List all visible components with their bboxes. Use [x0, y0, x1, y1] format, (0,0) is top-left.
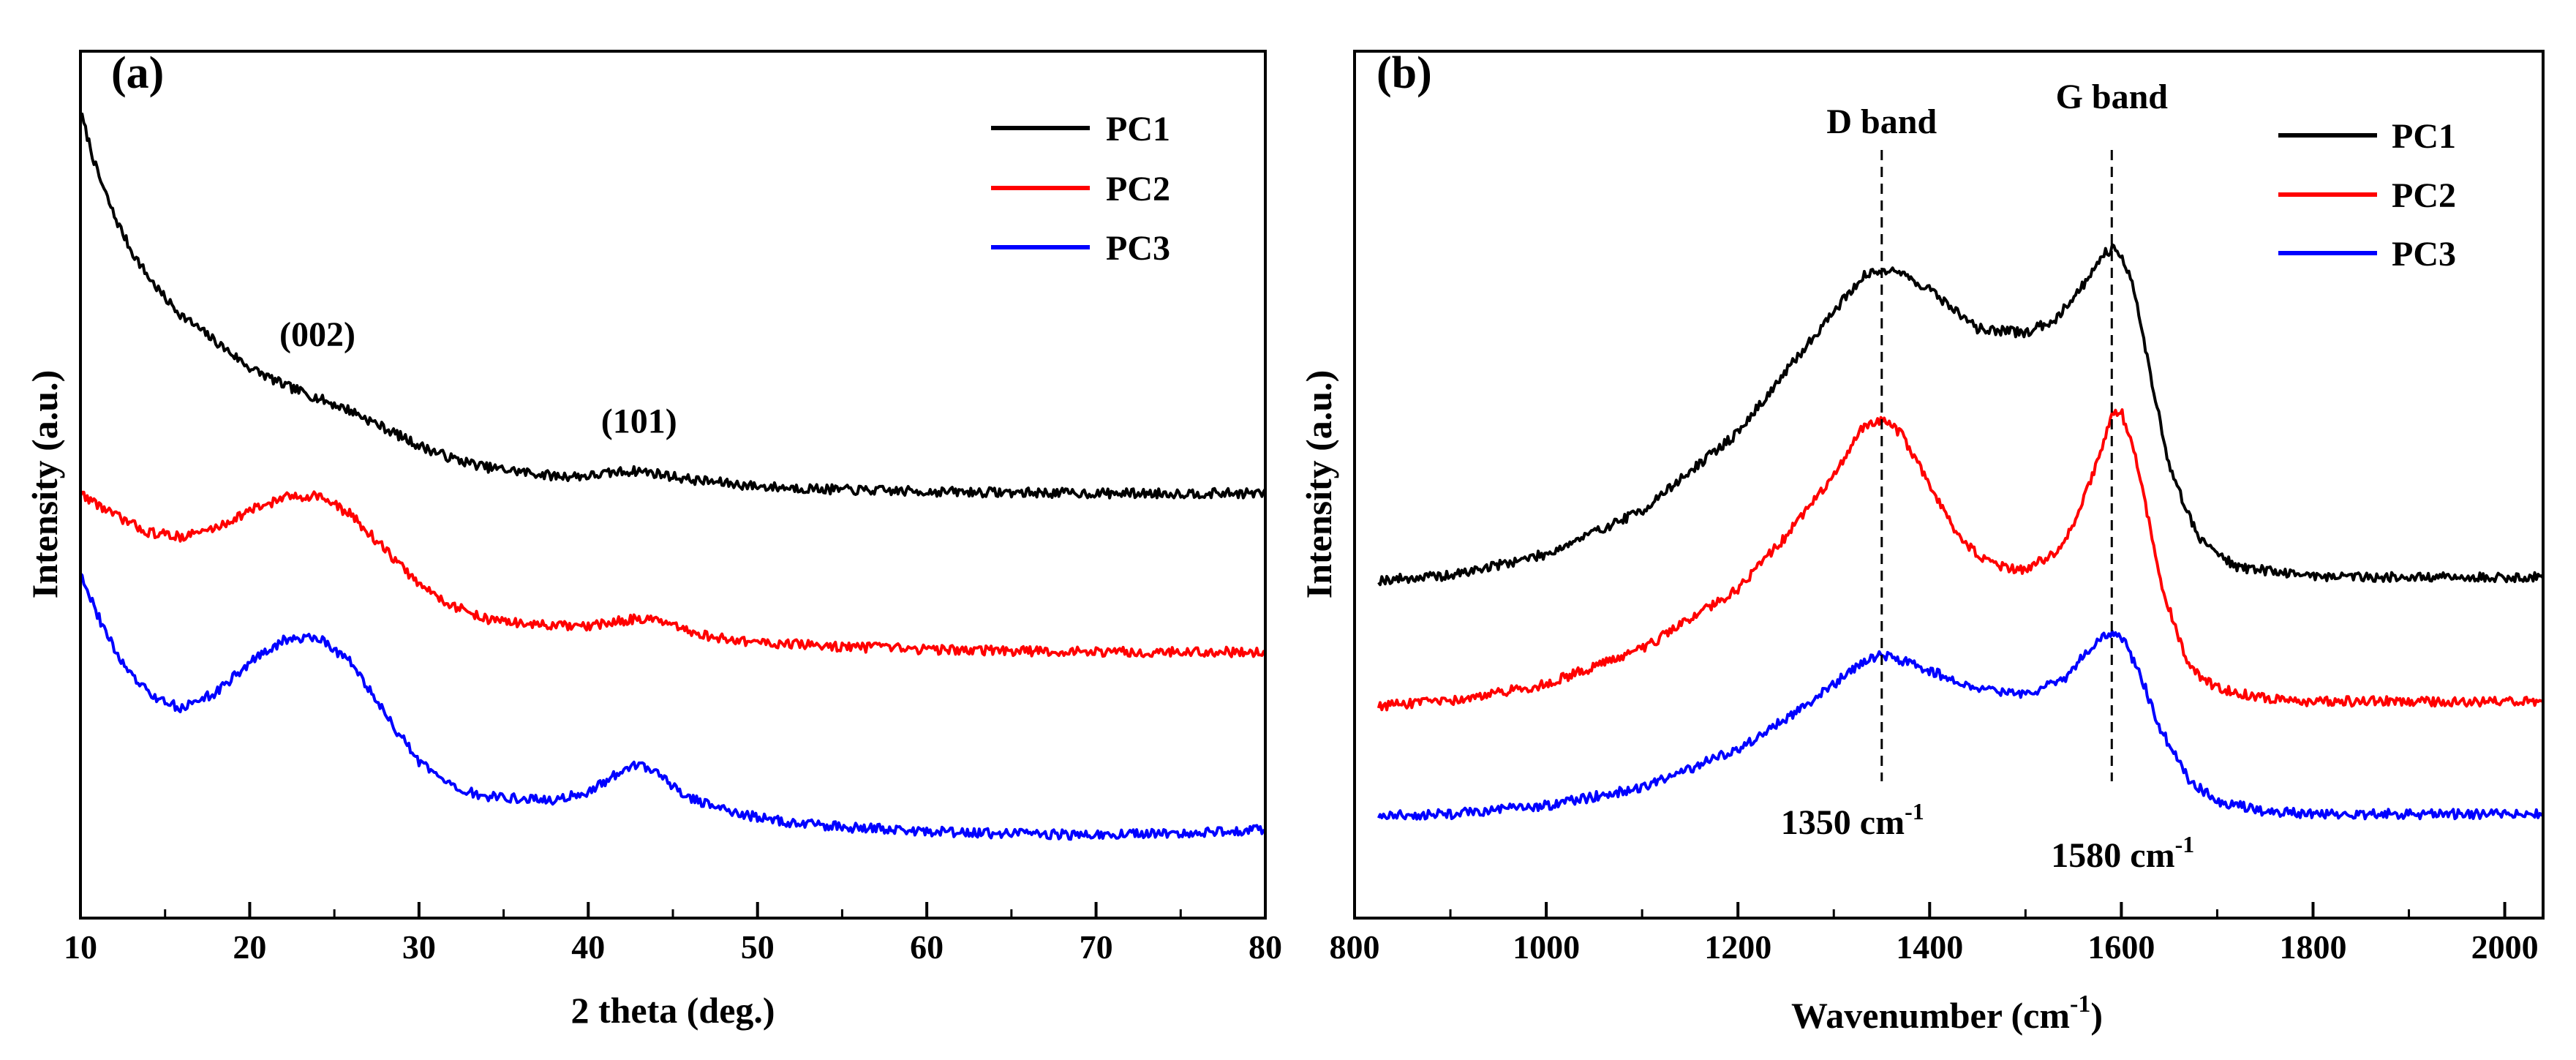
- x-tick-label: 2000: [2471, 928, 2539, 966]
- annotation-101: (101): [601, 402, 677, 440]
- x-tick-label: 60: [910, 928, 944, 966]
- legend-a-label-pc1: PC1: [1106, 110, 1170, 149]
- g-band-label: G band: [2056, 78, 2169, 116]
- x-tick-label: 1000: [1513, 928, 1580, 966]
- g-band-wavenumber-sup: -1: [2175, 831, 2195, 857]
- panel-b: (b) 800 1000 1200 1400 1600 1800 2000 D band G…: [1298, 48, 2545, 1036]
- x-tick-label: 1600: [2087, 928, 2155, 966]
- x-tick-label: 50: [741, 928, 775, 966]
- panel-b-reference-lines: D band G band 1350 cm-1 1580 cm-1: [1781, 78, 2194, 875]
- series-pc3-line: [1376, 630, 2545, 821]
- panel-b-plot-frame: [1353, 50, 2545, 920]
- x-tick-label: 10: [64, 928, 97, 966]
- g-band-wavenumber-text: 1580 cm: [2051, 836, 2174, 875]
- x-tick-label: 1200: [1704, 928, 1771, 966]
- legend-a-label-pc3: PC3: [1106, 229, 1170, 268]
- panel-b-series-group: [1376, 243, 2545, 821]
- g-band-wavenumber-label: 1580 cm-1: [2051, 831, 2194, 875]
- panel-b-x-ticks: 800 1000 1200 1400 1600 1800 2000: [1330, 902, 2539, 966]
- x-tick-label: 80: [1249, 928, 1282, 966]
- panel-b-x-axis-title-close: ): [2090, 995, 2103, 1036]
- d-band-wavenumber-label: 1350 cm-1: [1781, 798, 1924, 842]
- x-tick-label: 20: [233, 928, 266, 966]
- panel-b-y-axis-title: Intensity (a.u.): [1298, 370, 1339, 599]
- series-pc3-line: [79, 572, 1267, 841]
- panel-a-plot-frame: [79, 50, 1267, 920]
- x-tick-label: 1400: [1896, 928, 1963, 966]
- x-tick-label: 1800: [2279, 928, 2346, 966]
- panel-a-annotations: (002) (101): [279, 315, 677, 441]
- panel-a-series-group: [79, 112, 1267, 841]
- panel-a-y-axis-title: Intensity (a.u.): [24, 370, 65, 599]
- legend-b-label-pc3: PC3: [2392, 235, 2456, 274]
- x-tick-label: 40: [571, 928, 605, 966]
- annotation-002: (002): [279, 315, 355, 354]
- x-tick-label: 70: [1080, 928, 1113, 966]
- panel-b-label: (b): [1376, 48, 1432, 98]
- series-pc2-line: [1376, 408, 2543, 712]
- legend-a-label-pc2: PC2: [1106, 170, 1170, 208]
- legend-b-label-pc1: PC1: [2392, 117, 2456, 156]
- panel-a-x-axis-title: 2 theta (deg.): [570, 990, 775, 1031]
- d-band-wavenumber-sup: -1: [1905, 798, 1924, 824]
- series-pc1-line: [80, 112, 1267, 500]
- d-band-wavenumber-text: 1350 cm: [1781, 803, 1905, 842]
- x-tick-label: 30: [402, 928, 436, 966]
- x-tick-label: 800: [1330, 928, 1380, 966]
- legend-b-label-pc2: PC2: [2392, 176, 2456, 215]
- series-pc2-line: [79, 490, 1267, 658]
- panel-b-x-axis-title-main: Wavenumber (cm: [1791, 995, 2070, 1036]
- panel-a: (a) 10 20 30 40 50 60 70 80 (002) (101) PC1 PC2…: [24, 48, 1282, 1031]
- panel-a-label: (a): [111, 48, 164, 98]
- panel-a-legend: PC1 PC2 PC3: [991, 110, 1170, 268]
- d-band-label: D band: [1826, 102, 1937, 141]
- panel-b-x-axis-title: Wavenumber (cm-1): [1791, 991, 2103, 1036]
- panel-b-legend: PC1 PC2 PC3: [2278, 117, 2456, 274]
- panel-b-x-axis-title-sup: -1: [2070, 991, 2090, 1018]
- series-pc1-line: [1377, 243, 2545, 587]
- panel-a-x-ticks: 10 20 30 40 50 60 70 80: [64, 902, 1282, 966]
